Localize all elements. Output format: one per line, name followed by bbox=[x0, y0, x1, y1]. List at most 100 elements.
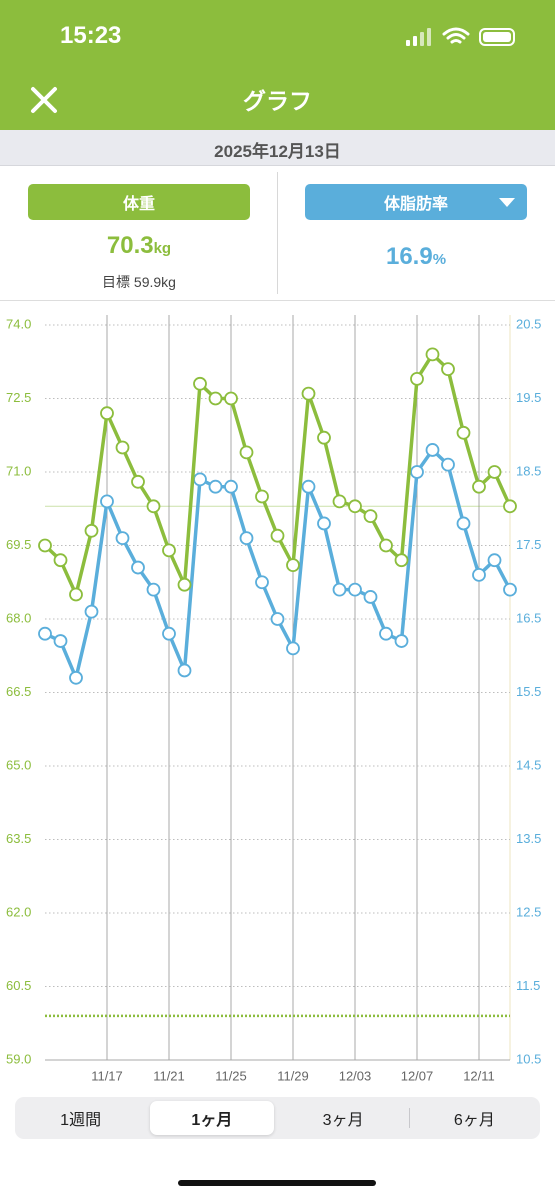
close-icon bbox=[31, 87, 57, 113]
data-point bbox=[317, 516, 331, 531]
data-point bbox=[224, 391, 238, 406]
data-point bbox=[425, 347, 440, 362]
signal-bar bbox=[406, 40, 410, 46]
data-point bbox=[239, 531, 254, 546]
data-point bbox=[472, 479, 486, 494]
data-point bbox=[131, 560, 145, 575]
x-tick-label: 11/25 bbox=[215, 1068, 247, 1083]
data-point bbox=[441, 457, 455, 472]
data-point bbox=[410, 371, 424, 386]
battery-level bbox=[483, 32, 511, 42]
date-bar bbox=[0, 130, 555, 166]
data-point bbox=[84, 604, 99, 619]
data-point bbox=[177, 663, 192, 678]
data-point bbox=[301, 386, 316, 401]
weight-value: 70.3kg bbox=[28, 232, 250, 260]
data-point bbox=[379, 538, 393, 553]
signal-bar bbox=[427, 28, 431, 46]
x-tick-label: 11/21 bbox=[153, 1068, 185, 1083]
signal-bar bbox=[420, 32, 424, 46]
close-button[interactable] bbox=[30, 86, 58, 114]
weight-button[interactable]: 体重 bbox=[28, 184, 250, 220]
y-tick-label: 71.0 bbox=[6, 463, 31, 478]
x-tick-label: 12/03 bbox=[339, 1068, 372, 1083]
data-point bbox=[332, 582, 347, 597]
period-tab[interactable]: 1ヶ月 bbox=[149, 1101, 274, 1135]
data-point bbox=[162, 543, 176, 558]
data-point bbox=[255, 575, 269, 590]
separator bbox=[0, 300, 555, 301]
date-label: 2025年12月13日 bbox=[214, 142, 341, 161]
data-point bbox=[317, 430, 331, 445]
bodyfat-label: 体脂肪率 bbox=[383, 196, 448, 213]
data-point bbox=[363, 590, 378, 604]
y2-tick-label: 14.5 bbox=[516, 757, 541, 772]
data-point bbox=[425, 443, 440, 457]
data-point bbox=[348, 499, 362, 514]
y-tick-label: 69.5 bbox=[6, 537, 31, 552]
series-line bbox=[43, 352, 512, 597]
y-tick-label: 74.0 bbox=[6, 316, 31, 331]
data-point bbox=[301, 479, 316, 494]
y2-tick-label: 16.5 bbox=[516, 610, 541, 625]
data-point bbox=[115, 531, 130, 546]
y-tick-label: 66.5 bbox=[6, 684, 31, 699]
data-point bbox=[162, 626, 176, 641]
x-tick-label: 12/07 bbox=[401, 1068, 434, 1083]
data-point bbox=[69, 587, 83, 602]
data-point bbox=[208, 391, 223, 406]
y2-tick-label: 12.5 bbox=[516, 904, 541, 919]
data-point bbox=[255, 489, 269, 504]
data-point bbox=[100, 494, 114, 509]
data-point bbox=[270, 528, 285, 543]
bodyfat-button[interactable]: 体脂肪率 bbox=[305, 184, 527, 220]
data-point bbox=[379, 626, 393, 641]
x-tick-label: 11/29 bbox=[277, 1068, 309, 1083]
data-point bbox=[503, 582, 517, 597]
data-point bbox=[146, 499, 161, 514]
data-point bbox=[208, 479, 223, 494]
status-icons bbox=[406, 27, 515, 46]
data-point bbox=[456, 516, 471, 531]
data-point bbox=[363, 509, 378, 523]
data-point bbox=[487, 465, 502, 479]
data-point bbox=[394, 634, 409, 648]
period-tab[interactable]: 6ヶ月 bbox=[453, 1112, 495, 1129]
period-tab[interactable]: 1週間 bbox=[60, 1112, 102, 1129]
data-point bbox=[286, 641, 300, 656]
data-point bbox=[100, 406, 114, 421]
data-point bbox=[394, 553, 409, 568]
signal-bar bbox=[413, 36, 417, 46]
data-point bbox=[84, 523, 99, 538]
chart: 11/17 11/21 11/25 11/29 12/03 12/07 12/11 59.0 6… bbox=[6, 315, 541, 1083]
weight-number: 70.3 bbox=[106, 232, 154, 259]
bodyfat-value: 16.9% bbox=[305, 243, 527, 271]
y-tick-label: 59.0 bbox=[6, 1051, 31, 1066]
home-indicator bbox=[178, 1180, 376, 1186]
wifi-icon bbox=[442, 27, 470, 44]
y2-tick-label: 17.5 bbox=[516, 537, 541, 552]
y-tick-label: 65.0 bbox=[6, 757, 31, 772]
y2-tick-label: 15.5 bbox=[516, 684, 541, 699]
y-tick-label: 60.5 bbox=[6, 978, 31, 993]
data-point bbox=[348, 582, 362, 597]
nav-bar bbox=[0, 70, 555, 130]
y2-tick-label: 20.5 bbox=[516, 316, 541, 331]
data-point bbox=[177, 577, 192, 592]
period-tab[interactable]: 3ヶ月 bbox=[322, 1112, 364, 1129]
data-point bbox=[456, 425, 471, 440]
y2-tick-label: 10.5 bbox=[516, 1051, 541, 1066]
bodyfat-number: 16.9 bbox=[385, 243, 433, 270]
dropdown-triangle bbox=[499, 198, 515, 207]
period-tabs bbox=[15, 1097, 540, 1139]
data-point bbox=[69, 670, 83, 685]
data-point bbox=[131, 474, 145, 489]
weight-label: 体重 bbox=[122, 196, 155, 213]
y2-tick-label: 19.5 bbox=[516, 390, 541, 405]
y-tick-label: 63.5 bbox=[6, 831, 31, 846]
data-point bbox=[53, 634, 68, 648]
y-tick-label: 68.0 bbox=[6, 610, 31, 625]
weight-goal: 目標 59.9kg bbox=[102, 274, 176, 290]
